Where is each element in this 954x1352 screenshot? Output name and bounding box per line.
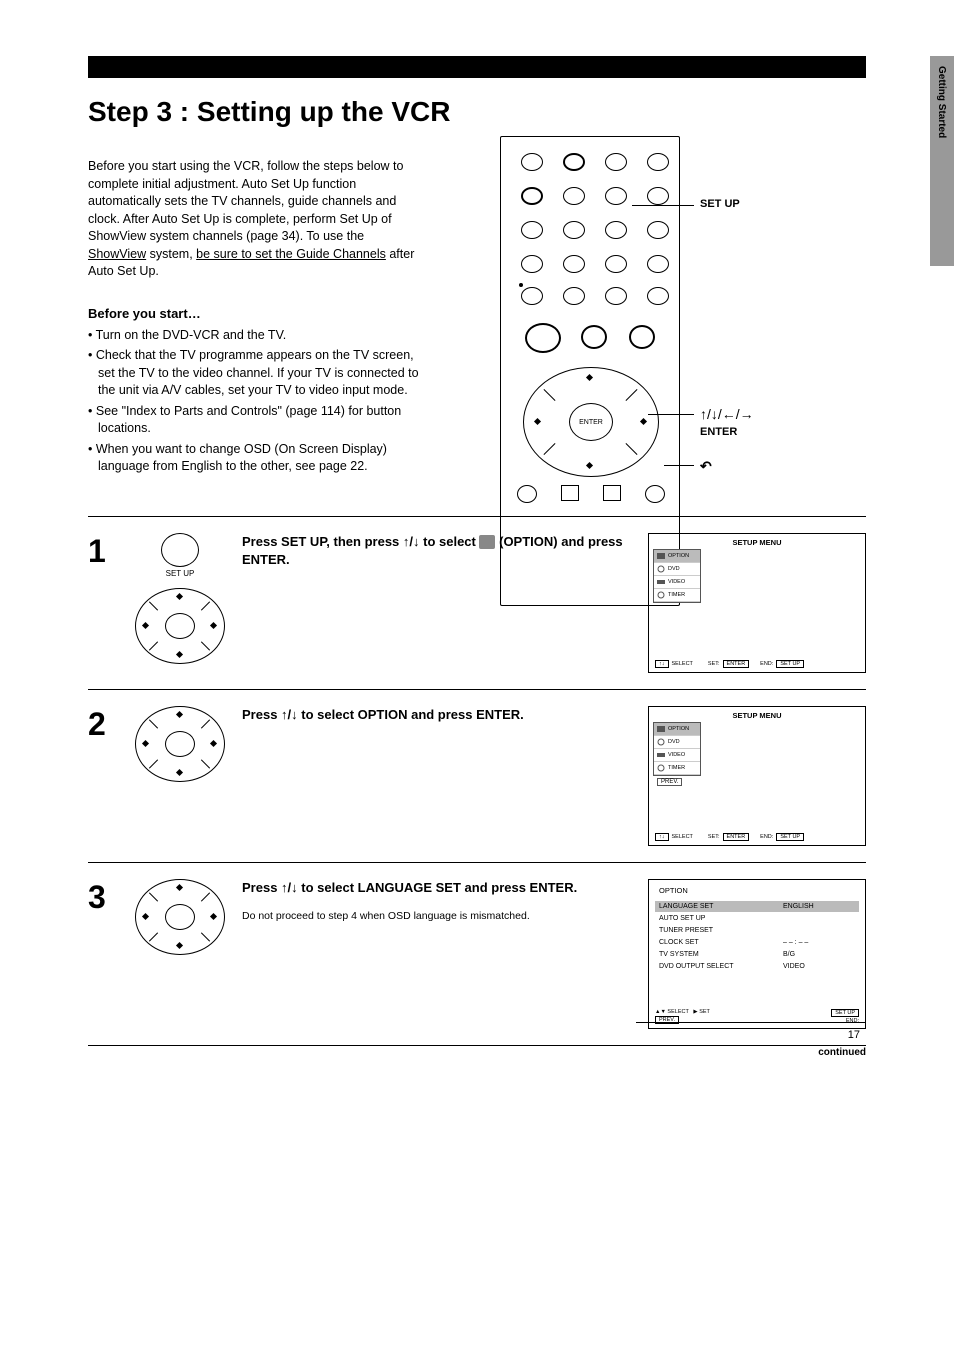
nav-pad-icon <box>135 879 225 955</box>
nav-ring: ENTER <box>523 367 659 477</box>
menu-timer: TIMER <box>654 589 700 602</box>
page-heading: Step 3 : Setting up the VCR <box>88 96 866 128</box>
before-start-title: Before you start… <box>88 305 423 323</box>
mismatch-warning: Do not proceed to step 4 when OSD langua… <box>242 909 636 924</box>
page-number: 17 <box>848 1029 860 1041</box>
steps-list: 1 SET UP <box>88 516 866 1046</box>
callout-return: ↶ <box>700 458 712 475</box>
nav-pad-icon <box>135 706 225 782</box>
before-start-item: Check that the TV programme appears on t… <box>88 347 423 400</box>
menu-option: OPTION <box>654 723 700 736</box>
intro-block: Before you start using the VCR, follow t… <box>88 158 423 476</box>
play-button-outline <box>525 323 561 353</box>
step-screen: SETUP MENU OPTION DVD VIDEO <box>648 533 866 673</box>
before-start-item: When you want to change OSD (On Screen D… <box>88 441 423 476</box>
step-screen: SETUP MENU OPTION DVD VIDEO <box>648 706 866 846</box>
menu-video: VIDEO <box>654 576 700 589</box>
step-screen: OPTION LANGUAGE SET ENGLISH AUTO SET UP … <box>648 879 866 1029</box>
continued-label: continued <box>818 1047 866 1058</box>
pause-button-outline <box>581 325 607 349</box>
before-start-item: Turn on the DVD-VCR and the TV. <box>88 327 423 345</box>
before-you-start: Before you start… Turn on the DVD-VCR an… <box>88 305 423 476</box>
step-2: 2 Press ↑/↓ to select OPTION and press E… <box>88 689 866 862</box>
before-start-item: See "Index to Parts and Controls" (page … <box>88 403 423 438</box>
option-row: DVD OUTPUT SELECT VIDEO <box>655 961 859 972</box>
option-icon <box>479 535 495 549</box>
option-row: AUTO SET UP <box>655 913 859 924</box>
step-icon-col <box>130 706 230 782</box>
callout-arrows: ↑/↓/←/→ ENTER <box>700 406 754 438</box>
callout-line <box>632 205 694 206</box>
stop-button-outline <box>629 325 655 349</box>
menu-dvd: DVD <box>654 736 700 749</box>
step-3: 3 Press ↑/↓ to select LANGUAGE SET and p… <box>88 862 866 1046</box>
menu-video: VIDEO <box>654 749 700 762</box>
option-row: CLOCK SET – – : – – <box>655 937 859 948</box>
step-text: Press ↑/↓ to select LANGUAGE SET and pre… <box>242 879 636 924</box>
step-number: 1 <box>88 533 118 570</box>
option-row-language: LANGUAGE SET ENGLISH <box>655 901 859 912</box>
step-text: Press ↑/↓ to select OPTION and press ENT… <box>242 706 636 724</box>
step-icon-col <box>130 879 230 955</box>
return-button-outline <box>645 485 665 503</box>
option-row: TUNER PRESET <box>655 925 859 936</box>
intro-paragraph: Before you start using the VCR, follow t… <box>88 158 423 281</box>
step-number: 2 <box>88 706 118 743</box>
nav-pad-icon <box>135 588 225 664</box>
step-1: 1 SET UP <box>88 516 866 689</box>
step-icon-col: SET UP <box>130 533 230 664</box>
setup-button-icon <box>161 533 199 567</box>
option-row: TV SYSTEM B/G <box>655 949 859 960</box>
callout-line <box>648 414 694 415</box>
setup-button-highlighted <box>521 187 543 205</box>
header-bar <box>88 56 866 78</box>
page-footer-line <box>636 1022 866 1023</box>
menu-option: OPTION <box>654 550 700 563</box>
menu-dvd: DVD <box>654 563 700 576</box>
callout-line <box>664 465 694 466</box>
menu-timer: TIMER <box>654 762 700 775</box>
callout-setup: SET UP <box>700 198 740 210</box>
step-number: 3 <box>88 879 118 916</box>
